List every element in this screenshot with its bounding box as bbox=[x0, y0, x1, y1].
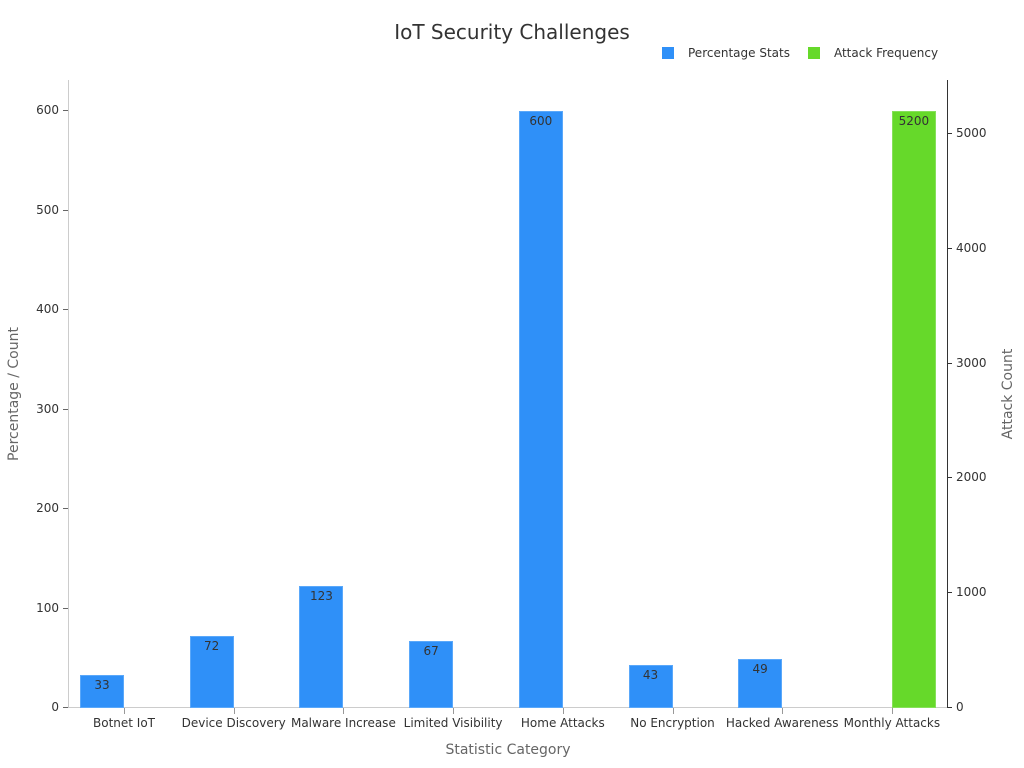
y-tick-right: 0 bbox=[947, 700, 964, 714]
y-axis-left bbox=[68, 80, 69, 708]
legend-label: Percentage Stats bbox=[688, 46, 790, 60]
x-tick-mark bbox=[891, 708, 893, 714]
bar-value-label: 43 bbox=[642, 668, 659, 683]
bar-value-label: 600 bbox=[529, 114, 553, 128]
y-tick-right: 4000 bbox=[947, 240, 987, 255]
bar-device-discovery[interactable]: 72 bbox=[189, 636, 234, 708]
x-tick-mark bbox=[672, 708, 674, 714]
y-axis-label-left: Percentage / Count bbox=[6, 327, 22, 461]
x-axis-label: Statistic Category bbox=[445, 742, 571, 758]
bar-no-encryption[interactable]: 43 bbox=[628, 665, 673, 708]
bar-value-label: 33 bbox=[94, 678, 110, 693]
y-tick-left: 0 bbox=[51, 700, 68, 714]
bar-value-label: 49 bbox=[752, 662, 768, 677]
bar-value-label: 5200 bbox=[898, 114, 930, 129]
x-tick-mark bbox=[233, 708, 235, 714]
x-tick-mark bbox=[782, 708, 784, 714]
y-tick-right: 5000 bbox=[947, 126, 987, 140]
y-axis-label-right: Attack Count bbox=[1000, 348, 1016, 440]
legend-label: Attack Frequency bbox=[833, 46, 939, 60]
x-tick-label: Home Attacks bbox=[520, 716, 605, 730]
bar-limited-visibility[interactable]: 67 bbox=[409, 641, 454, 708]
y-axis-right bbox=[947, 80, 948, 708]
chart-title: IoT Security Challenges bbox=[394, 20, 630, 44]
x-tick-mark bbox=[343, 708, 345, 714]
y-tick-right: 1000 bbox=[947, 585, 987, 600]
x-tick-label: Monthly Attacks bbox=[843, 716, 941, 730]
x-axis bbox=[68, 707, 947, 708]
y-tick-left: 600 bbox=[36, 103, 68, 117]
y-tick-left: 300 bbox=[36, 401, 68, 416]
x-tick-label: No Encryption bbox=[630, 716, 715, 730]
y-tick-right: 2000 bbox=[947, 470, 987, 485]
legend-swatch-blue bbox=[662, 47, 674, 59]
bar-botnet-iot[interactable]: 33 bbox=[80, 675, 124, 708]
x-tick-label: Device Discovery bbox=[181, 716, 286, 730]
x-tick-label: Malware Increase bbox=[290, 716, 396, 730]
y-tick-left: 200 bbox=[36, 501, 68, 515]
y-tick-left: 100 bbox=[36, 600, 68, 615]
legend: Percentage Stats Attack Frequency bbox=[662, 46, 956, 60]
bar-home-attacks[interactable]: 600 bbox=[518, 111, 563, 708]
x-tick-label: Botnet IoT bbox=[93, 716, 155, 730]
bar-value-label: 67 bbox=[423, 644, 439, 659]
bar-malware-increase[interactable]: 123 bbox=[299, 585, 344, 708]
x-tick-mark bbox=[453, 708, 455, 714]
x-tick-mark bbox=[124, 708, 125, 714]
y-tick-left: 500 bbox=[36, 202, 68, 217]
bar-hacked-awareness[interactable]: 49 bbox=[738, 659, 783, 708]
bar-monthly-attacks[interactable]: 5200 bbox=[891, 111, 936, 708]
bar-value-label: 123 bbox=[309, 588, 333, 603]
x-tick-label: Hacked Awareness bbox=[725, 716, 839, 730]
legend-item-percentage-stats[interactable]: Percentage Stats bbox=[662, 46, 790, 60]
y-tick-right: 3000 bbox=[947, 355, 987, 370]
bar-value-label: 72 bbox=[204, 639, 220, 654]
legend-item-attack-frequency[interactable]: Attack Frequency bbox=[807, 46, 939, 60]
y-tick-left: 400 bbox=[36, 302, 68, 316]
x-tick-label: Limited Visibility bbox=[403, 716, 503, 730]
legend-swatch-green bbox=[807, 47, 820, 59]
x-tick-mark bbox=[562, 708, 564, 714]
